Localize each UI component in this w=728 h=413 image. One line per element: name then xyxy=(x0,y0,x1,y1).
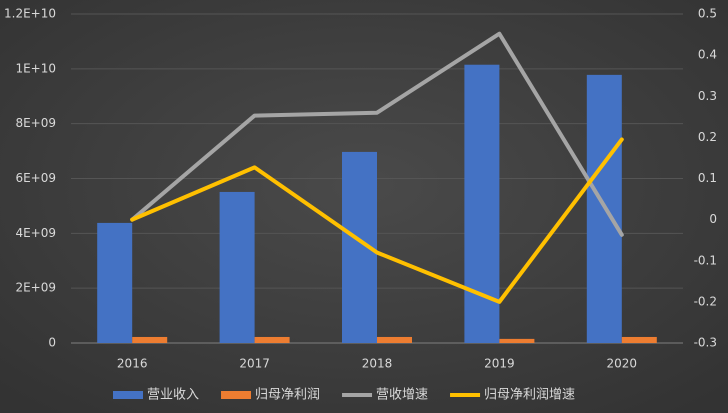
y-tick-label: 1E+10 xyxy=(15,61,56,75)
line-series xyxy=(130,137,624,304)
y2-tick-label: -0.3 xyxy=(694,336,717,350)
legend-label: 营业收入 xyxy=(147,388,199,403)
y2-tick-label: 0.5 xyxy=(698,7,717,21)
legend-swatch xyxy=(221,391,252,399)
x-tick-label: 2018 xyxy=(362,357,393,371)
y-tick-label: 2E+09 xyxy=(15,281,56,295)
legend-label: 归母净利润 xyxy=(255,388,320,403)
x-tick-label: 2019 xyxy=(484,357,515,371)
x-tick-label: 2020 xyxy=(607,357,638,371)
y2-tick-label: 0 xyxy=(709,212,717,226)
legend-label: 归母净利润增速 xyxy=(484,388,575,403)
bar xyxy=(254,336,290,343)
x-tick-label: 2016 xyxy=(117,357,148,371)
y-tick-label: 8E+09 xyxy=(15,116,56,130)
legend: 营业收入 归母净利润 营收增速 归母净利润增速 xyxy=(113,388,575,403)
legend-swatch xyxy=(113,391,143,399)
legend-label: 营收增速 xyxy=(376,388,428,403)
y2-tick-label: 0.1 xyxy=(698,171,717,185)
y2-tick-label: 0.3 xyxy=(698,89,717,103)
y2-tick-label: 0.2 xyxy=(698,130,717,144)
y2-tick-label: -0.2 xyxy=(694,294,717,308)
x-tick-label: 2017 xyxy=(239,357,270,371)
bar xyxy=(132,336,168,343)
y2-tick-label: 0.4 xyxy=(698,48,717,62)
bar xyxy=(219,191,255,343)
bar xyxy=(621,336,657,343)
y2-tick-label: -0.1 xyxy=(694,253,717,267)
bar xyxy=(97,222,133,343)
bar xyxy=(499,338,535,343)
y-tick-label: 6E+09 xyxy=(15,171,56,185)
bar xyxy=(377,336,412,343)
y-tick-label: 4E+09 xyxy=(15,226,56,240)
line-series xyxy=(130,31,624,237)
y-tick-label: 0 xyxy=(48,336,56,350)
y-tick-label: 1.2E+10 xyxy=(4,7,56,21)
